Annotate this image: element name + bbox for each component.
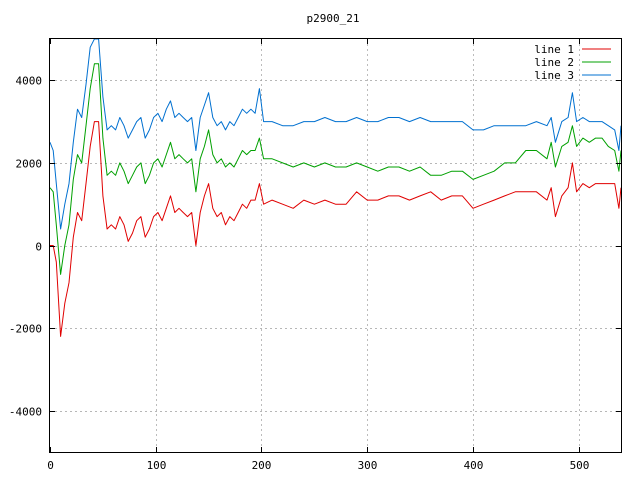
axis-ticks xyxy=(50,39,621,452)
x-tick-label: 100 xyxy=(147,459,167,472)
series-line-2 xyxy=(50,63,621,275)
y-tick-label: 2000 xyxy=(16,158,43,171)
legend-label-2: line 2 xyxy=(534,56,574,69)
x-tick-label: 200 xyxy=(252,459,272,472)
y-tick-label: -4000 xyxy=(9,406,42,419)
y-tick-label: 0 xyxy=(35,241,42,254)
y-tick-label: -2000 xyxy=(9,323,42,336)
x-tick-label: 300 xyxy=(358,459,378,472)
chart-title: p2900_21 xyxy=(307,12,360,25)
series-line-3 xyxy=(50,39,621,230)
series-group xyxy=(50,39,621,337)
legend-label-3: line 3 xyxy=(534,69,574,82)
y-tick-label: 4000 xyxy=(16,75,43,88)
legend-label-1: line 1 xyxy=(534,43,574,56)
grid xyxy=(50,39,621,452)
x-tick-label: 500 xyxy=(570,459,590,472)
plot-frame xyxy=(49,38,622,453)
x-tick-label: 0 xyxy=(47,459,54,472)
axis-tick-labels: 0 100 200 300 400 500 -4000 -2000 0 2000 4000 xyxy=(9,75,590,473)
series-line-1 xyxy=(50,121,621,337)
x-tick-label: 400 xyxy=(464,459,484,472)
